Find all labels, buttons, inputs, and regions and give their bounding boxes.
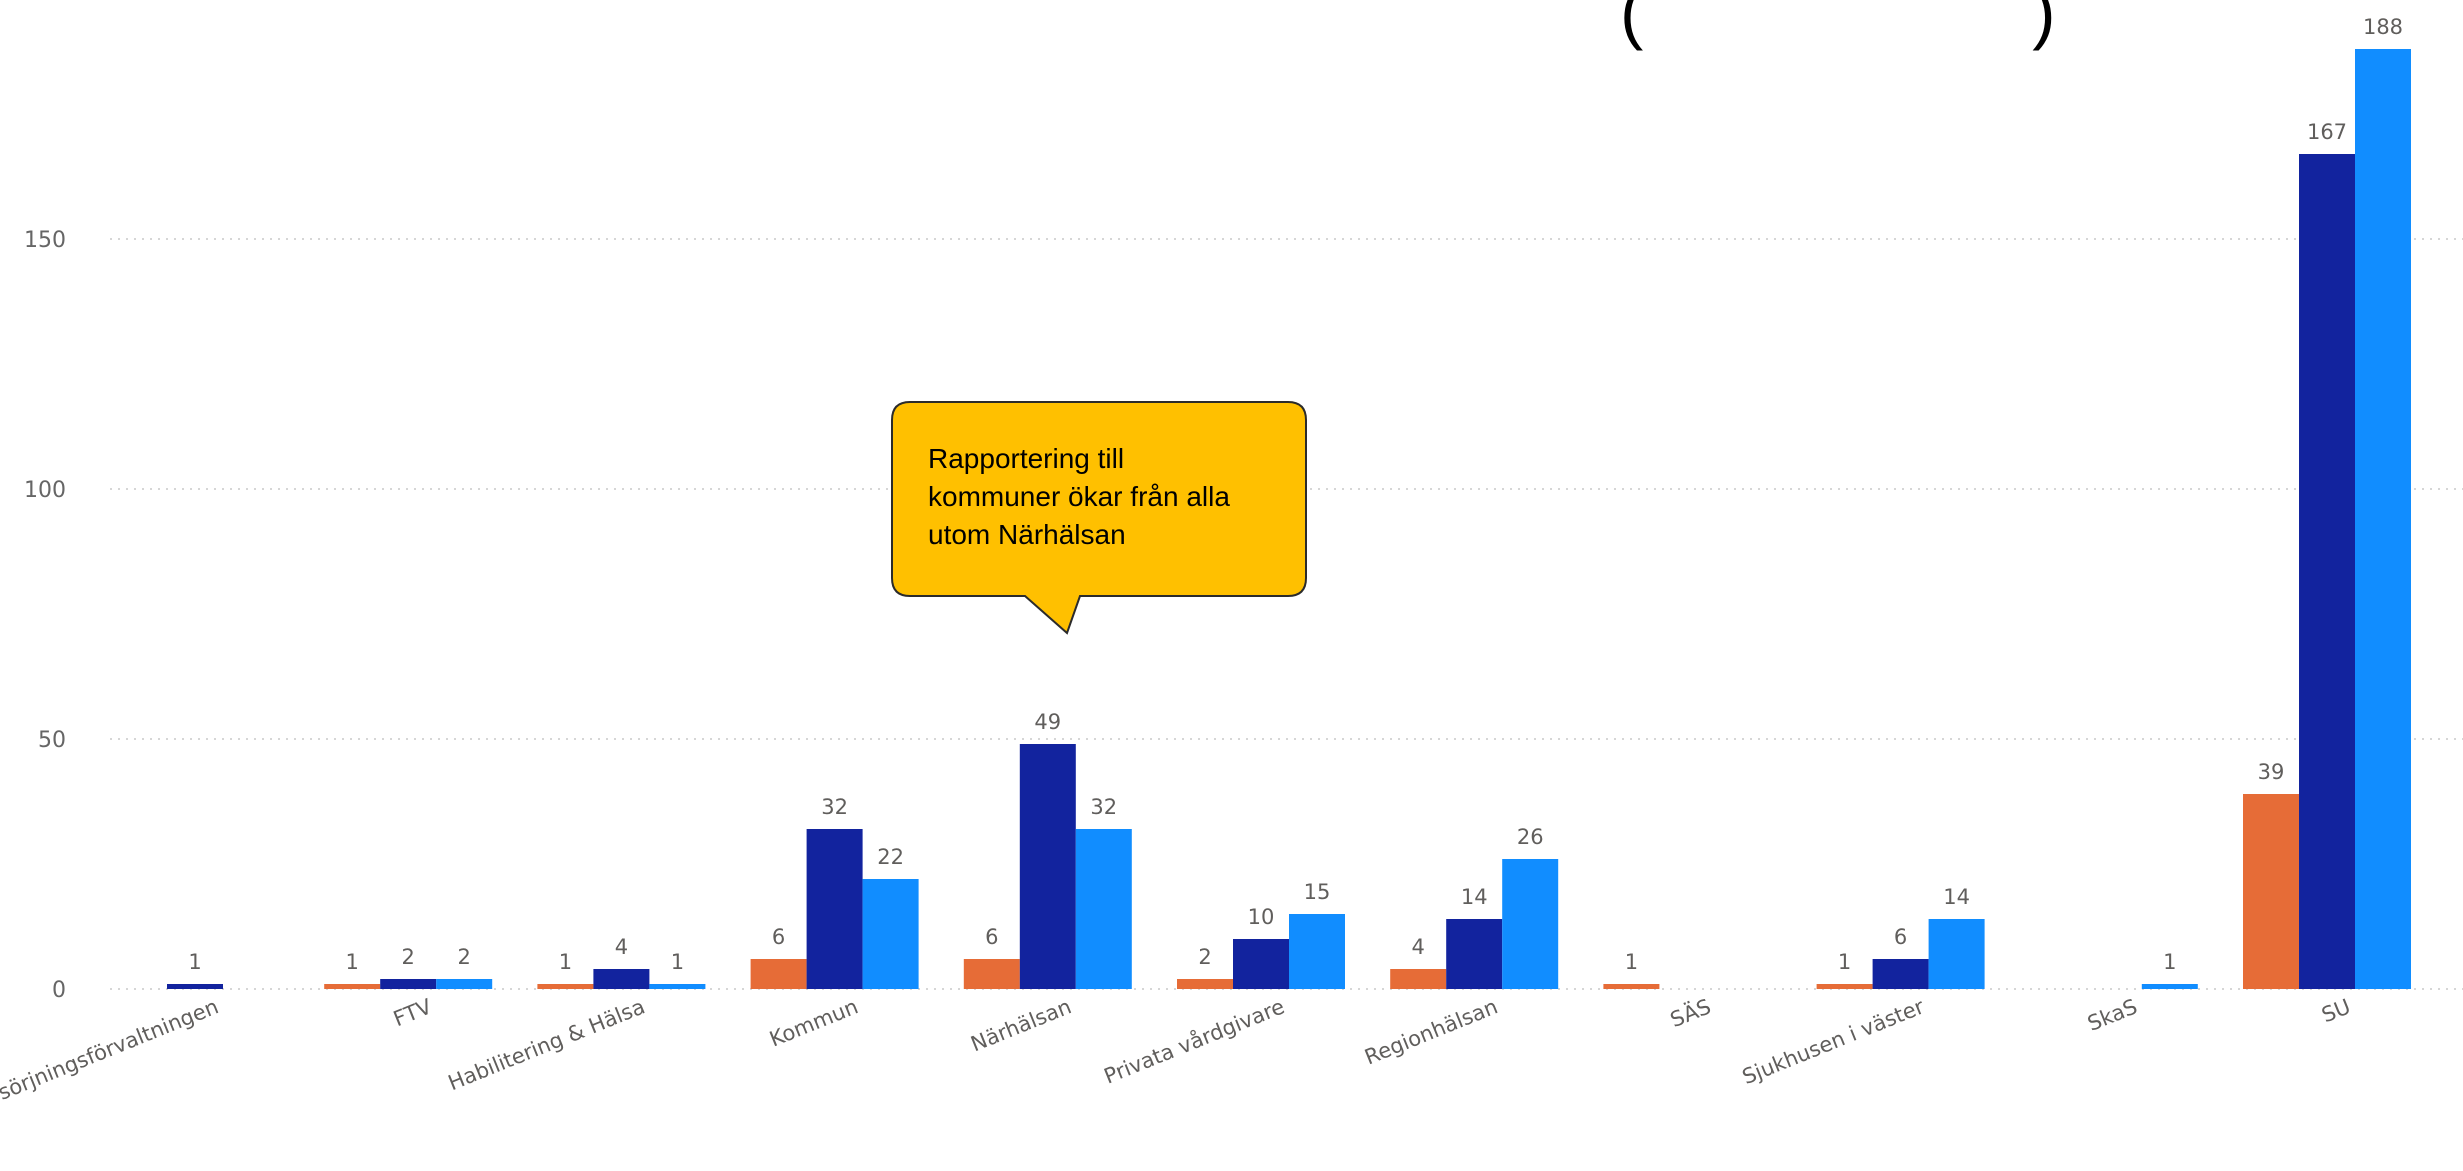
callout-text: Rapportering till kommuner ökar från all…	[928, 443, 1230, 550]
data-label: 14	[1461, 885, 1488, 909]
bar	[2299, 154, 2355, 989]
bar	[2243, 794, 2299, 989]
x-category-label: Närhälsan	[967, 994, 1074, 1056]
x-category-label: Försörjningsförvaltningen	[0, 994, 222, 1117]
bar	[963, 959, 1020, 989]
bar	[1019, 744, 1076, 989]
y-axis-ticks: 0 50 100 150	[24, 228, 66, 1003]
data-label: 1	[1838, 950, 1851, 974]
bar	[1603, 984, 1660, 989]
y-tick-label: 0	[52, 978, 66, 1003]
x-axis-categories: Försörjningsförvaltningen FTV Habilitering…	[0, 993, 2354, 1117]
bar	[1816, 984, 1873, 989]
data-label: 32	[821, 795, 848, 819]
bar	[1390, 969, 1447, 989]
data-label: 14	[1943, 885, 1970, 909]
data-label: 1	[346, 950, 359, 974]
callout-shape	[891, 401, 1307, 635]
bar	[862, 879, 919, 989]
chart-title-fragment: ( )	[1620, 0, 2056, 51]
bar	[436, 979, 493, 989]
bar	[806, 829, 863, 989]
bar	[593, 969, 650, 989]
x-category-label: Habilitering & Hälsa	[445, 994, 649, 1095]
data-label: 39	[2258, 760, 2285, 784]
y-tick-label: 50	[38, 728, 66, 753]
x-category-label: SkaS	[2084, 994, 2141, 1035]
bar	[1928, 919, 1985, 989]
data-label: 10	[1248, 905, 1275, 929]
data-label: 1	[2163, 950, 2176, 974]
x-category-label: Kommun	[766, 994, 861, 1051]
bar	[2141, 984, 2198, 989]
data-label: 4	[1412, 935, 1425, 959]
bar	[1502, 859, 1559, 989]
bar	[380, 979, 437, 989]
data-label: 2	[402, 945, 415, 969]
x-category-label: Regionhälsan	[1361, 994, 1501, 1069]
y-tick-label: 150	[24, 228, 66, 253]
bar	[1446, 919, 1503, 989]
data-label: 49	[1034, 710, 1061, 734]
data-label: 167	[2307, 120, 2347, 144]
bar	[324, 984, 381, 989]
data-label: 2	[458, 945, 471, 969]
bar	[750, 959, 807, 989]
data-label: 6	[1894, 925, 1907, 949]
data-label: 32	[1090, 795, 1117, 819]
data-label: 1	[559, 950, 572, 974]
data-label: 188	[2363, 15, 2403, 39]
bar	[1233, 939, 1289, 989]
data-label: 1	[188, 950, 201, 974]
data-label: 4	[615, 935, 628, 959]
data-label: 6	[772, 925, 785, 949]
bar	[1075, 829, 1132, 989]
data-label: 22	[877, 845, 904, 869]
x-category-label: FTV	[390, 994, 436, 1031]
bar	[2355, 49, 2411, 989]
data-label: 15	[1304, 880, 1331, 904]
bars	[167, 49, 2411, 989]
bar	[167, 984, 223, 989]
gridlines	[110, 238, 2463, 990]
y-tick-label: 100	[24, 478, 66, 503]
bar	[1872, 959, 1929, 989]
bar	[1289, 914, 1345, 989]
data-label: 26	[1517, 825, 1544, 849]
bar	[649, 984, 706, 989]
data-label: 6	[985, 925, 998, 949]
x-category-label: SU	[2318, 994, 2354, 1027]
x-category-label: Privata vårdgivare	[1100, 993, 1288, 1088]
bar	[537, 984, 594, 989]
data-label: 1	[1625, 950, 1638, 974]
x-category-label: Sjukhusen i väster	[1739, 994, 1928, 1089]
x-category-label: SÄS	[1667, 993, 1715, 1032]
data-label: 2	[1198, 945, 1211, 969]
bar	[1177, 979, 1233, 989]
data-label: 1	[671, 950, 684, 974]
